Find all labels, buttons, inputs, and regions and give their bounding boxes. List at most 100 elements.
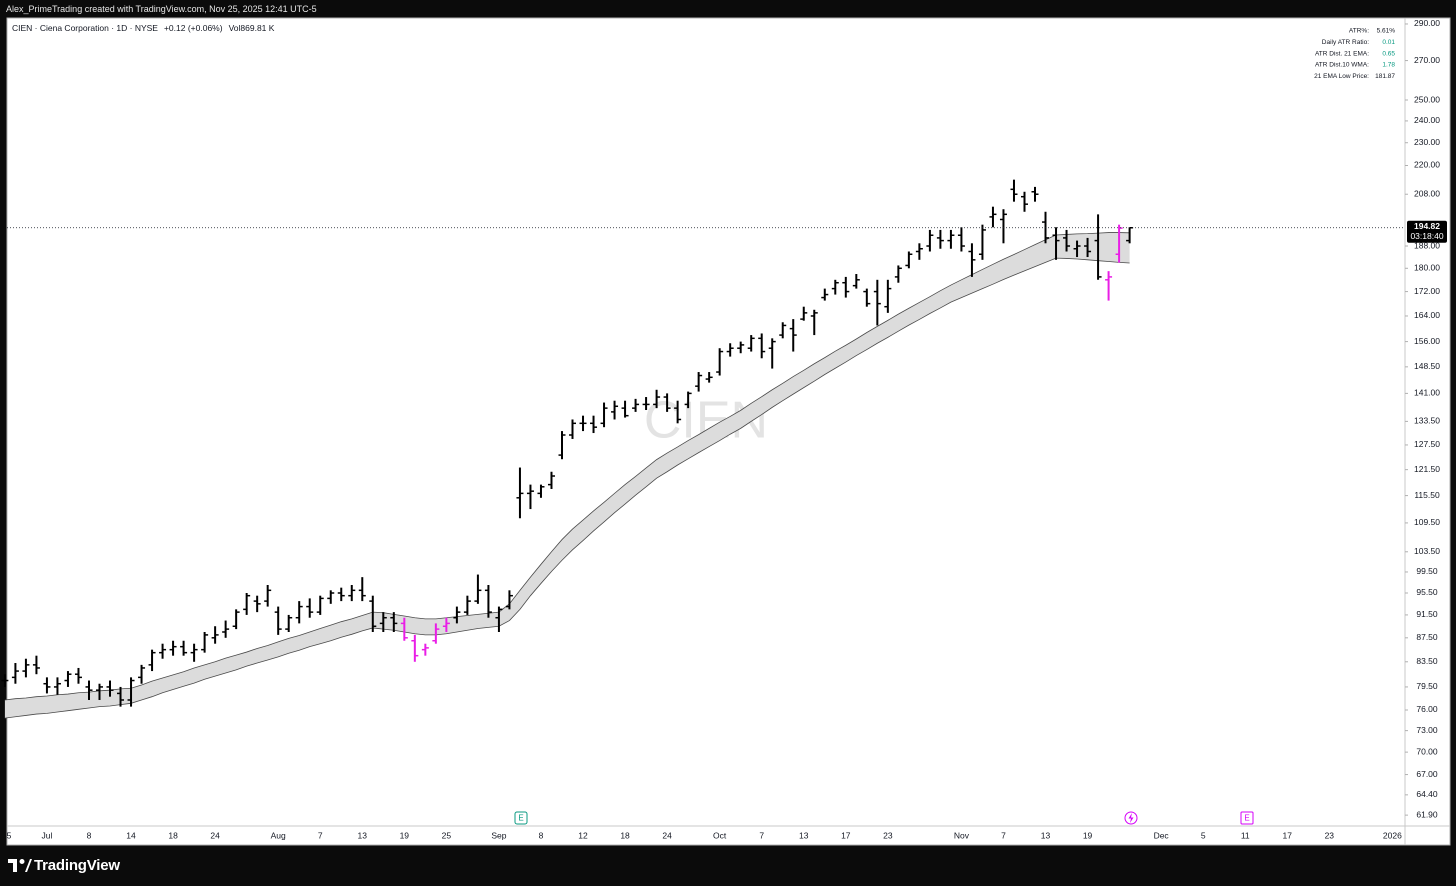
table-value: 0.65 xyxy=(1382,50,1395,57)
x-tick-label: 7 xyxy=(1001,830,1006,840)
band-lower xyxy=(4,257,1130,719)
y-tick-label: 240.00 xyxy=(1414,115,1440,125)
x-tick-label: 13 xyxy=(799,830,809,840)
y-tick-label: 91.50 xyxy=(1416,609,1438,619)
x-tick-label: 8 xyxy=(539,830,544,840)
y-tick-label: 148.50 xyxy=(1414,361,1440,371)
y-tick-label: 79.50 xyxy=(1416,681,1438,691)
x-tick-label: 19 xyxy=(400,830,410,840)
brand: TradingView xyxy=(34,857,120,874)
x-tick-label: 7 xyxy=(318,830,323,840)
band-upper xyxy=(4,232,1130,701)
y-tick-label: 87.50 xyxy=(1416,632,1438,642)
dividend-icon xyxy=(1124,811,1138,825)
table-value: 1.78 xyxy=(1382,62,1395,69)
y-tick-label: 141.00 xyxy=(1414,388,1440,398)
y-tick-label: 109.50 xyxy=(1414,517,1440,527)
table-label: Daily ATR Ratio: xyxy=(1322,39,1369,46)
table-label: ATR Dist.10 WMA: xyxy=(1315,62,1369,69)
volume: Vol869.81 K xyxy=(228,23,275,33)
y-tick-label: 127.50 xyxy=(1414,439,1440,449)
x-tick-label: 24 xyxy=(662,830,672,840)
x-tick-label: 24 xyxy=(210,830,220,840)
countdown: 03:18:40 xyxy=(1410,231,1443,241)
y-tick-label: 61.90 xyxy=(1416,809,1438,819)
symbol: CIEN · Ciena Corporation · 1D · NYSE xyxy=(12,23,158,33)
x-tick-label: 23 xyxy=(883,830,893,840)
band-fill xyxy=(4,232,1130,719)
table-label: 21 EMA Low Price: xyxy=(1314,73,1369,80)
x-tick-label: Dec xyxy=(1154,830,1170,840)
x-tick-label: 18 xyxy=(620,830,630,840)
table-value: 0.01 xyxy=(1382,39,1395,46)
logo-shape xyxy=(8,859,32,872)
ohlc-bars xyxy=(1,179,1134,707)
y-tick-label: 270.00 xyxy=(1414,55,1440,65)
brand-logo xyxy=(8,859,32,872)
x-tick-label: 18 xyxy=(168,830,178,840)
ema-band xyxy=(4,232,1130,719)
x-tick-label: 7 xyxy=(759,830,764,840)
table-label: ATR%: xyxy=(1349,28,1369,35)
x-tick-label: 23 xyxy=(1325,830,1335,840)
y-tick-label: 64.40 xyxy=(1416,789,1438,799)
x-tick-label: Nov xyxy=(954,830,970,840)
y-tick-label: 290.00 xyxy=(1414,18,1440,28)
footer: TradingView xyxy=(0,845,1456,886)
y-tick-label: 250.00 xyxy=(1414,94,1440,104)
x-tick-label: 14 xyxy=(126,830,136,840)
x-tick-label: 17 xyxy=(841,830,851,840)
last-price-label: 194.82 xyxy=(1414,221,1440,231)
table-value: 5.61% xyxy=(1377,28,1396,35)
x-tick-label: 11 xyxy=(1241,830,1250,840)
y-tick-label: 73.00 xyxy=(1416,725,1438,735)
x-tick-label: 25 xyxy=(442,830,452,840)
y-tick-label: 70.00 xyxy=(1416,746,1438,756)
y-tick-label: 230.00 xyxy=(1414,137,1440,147)
x-tick-label: Jul xyxy=(42,830,53,840)
earnings-icon: E xyxy=(514,811,528,825)
table-value: 181.87 xyxy=(1375,73,1395,80)
x-tick-label: Aug xyxy=(271,830,286,840)
y-tick-label: 164.00 xyxy=(1414,310,1440,320)
y-tick-label: 188.00 xyxy=(1414,240,1440,250)
y-tick-label: 83.50 xyxy=(1416,656,1438,666)
y-tick-label: 208.00 xyxy=(1414,188,1440,198)
y-tick-label: 156.00 xyxy=(1414,336,1440,346)
event-label: E xyxy=(518,814,523,823)
event-bolt xyxy=(1128,813,1134,823)
y-tick-label: 115.50 xyxy=(1414,490,1440,500)
x-tick-label: Oct xyxy=(713,830,727,840)
y-tick-label: 95.50 xyxy=(1416,587,1438,597)
y-tick-label: 99.50 xyxy=(1416,566,1438,576)
header-text: Alex_PrimeTrading created with TradingVi… xyxy=(6,4,317,14)
y-tick-label: 103.50 xyxy=(1414,546,1440,556)
y-tick-label: 133.50 xyxy=(1414,416,1440,426)
earnings-icon: E xyxy=(1240,811,1254,825)
x-tick-label: 5 xyxy=(7,830,12,840)
last-price-box xyxy=(1407,220,1447,243)
header: Alex_PrimeTrading created with TradingVi… xyxy=(0,0,1456,18)
y-tick-label: 180.00 xyxy=(1414,263,1440,273)
event-box xyxy=(1240,811,1254,825)
x-tick-label: 8 xyxy=(87,830,92,840)
x-tick-label: 13 xyxy=(1041,830,1051,840)
event-label: E xyxy=(1244,814,1249,823)
y-tick-label: 172.00 xyxy=(1414,286,1440,296)
y-tick-label: 76.00 xyxy=(1416,704,1438,714)
event-box xyxy=(514,811,528,825)
y-tick-label: 121.50 xyxy=(1414,464,1440,474)
x-tick-label: 5 xyxy=(1201,830,1206,840)
legend: CIEN · Ciena Corporation · 1D · NYSE +0.1… xyxy=(12,23,280,33)
x-tick-label: 17 xyxy=(1283,830,1293,840)
x-tick-label: Sep xyxy=(491,830,506,840)
x-tick-label: 12 xyxy=(578,830,588,840)
change: +0.12 (+0.06%) xyxy=(163,23,223,33)
x-tick-label: 19 xyxy=(1083,830,1093,840)
y-tick-label: 67.00 xyxy=(1416,769,1438,779)
x-tick-label: 2026 xyxy=(1383,830,1402,840)
y-tick-label: 220.00 xyxy=(1414,160,1440,170)
x-tick-label: 13 xyxy=(358,830,368,840)
